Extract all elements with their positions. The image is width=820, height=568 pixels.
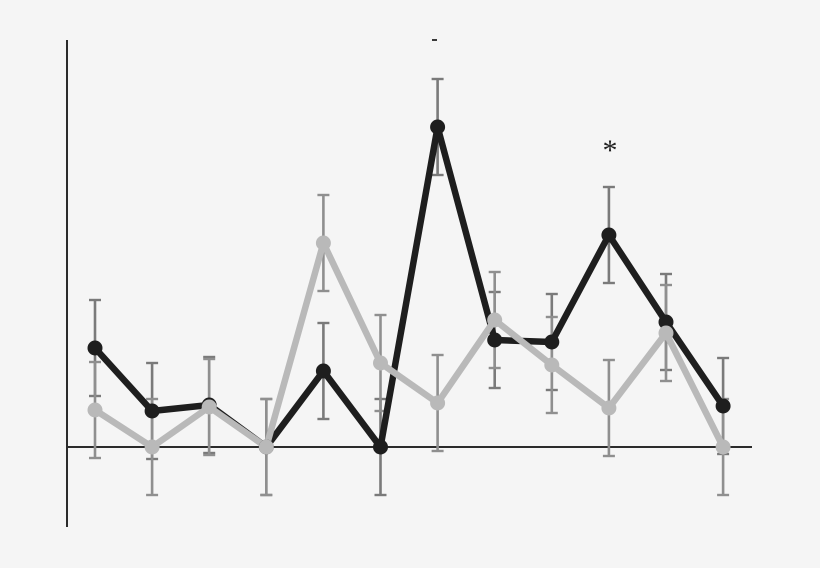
dark-series-data-point (658, 314, 674, 330)
dark-series-data-point (373, 439, 388, 455)
dark-series-line (92, 123, 726, 451)
dark-series-data-point (601, 227, 617, 243)
light-gray-series-data-point (258, 439, 274, 455)
light-gray-series-line (93, 239, 727, 451)
light-gray-series-data-point (87, 402, 103, 418)
light-gray-series-data-point (715, 439, 731, 455)
light-gray-series-data-point (315, 235, 331, 251)
dark-series-data-point (715, 398, 731, 414)
small-dash-mark (432, 39, 437, 41)
light-gray-series-data-point (373, 355, 388, 371)
light-gray-series-data-point (144, 439, 160, 455)
light-gray-series-data-point (601, 400, 617, 416)
light-gray-series-data-point (544, 357, 560, 373)
significance-asterisk: * (602, 134, 618, 167)
dark-series-data-point (144, 403, 160, 419)
dark-series-data-point (430, 119, 446, 135)
dark-series-data-point (544, 334, 560, 350)
dark-series-data-point (87, 340, 103, 356)
dark-series-data-point (487, 332, 503, 348)
dark-series-data-point (315, 363, 331, 379)
light-gray-series-data-point (658, 325, 674, 341)
light-gray-series-data-point (487, 312, 503, 328)
light-gray-series-data-point (430, 395, 446, 411)
light-gray-series-data-point (201, 399, 217, 415)
